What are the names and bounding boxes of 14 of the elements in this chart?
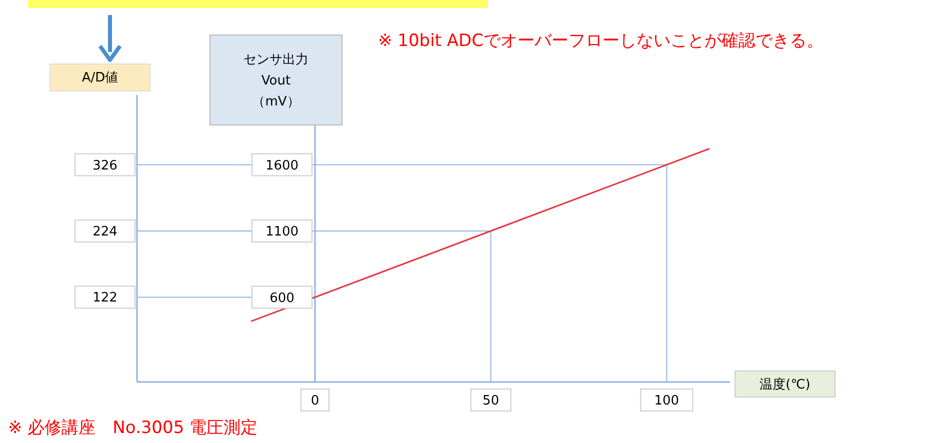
y2-tick-label: 122 xyxy=(92,290,118,306)
y2-tick-label: 326 xyxy=(92,158,118,174)
x-tick-label: 100 xyxy=(654,394,680,409)
y-tick-label: 1600 xyxy=(265,158,299,174)
y-tick-label: 600 xyxy=(270,290,294,306)
text: ※ 必修講座 No.3005 電圧測定 xyxy=(8,418,258,438)
text: ※ 10bit ADCでオーバーフローしないことが確認できる。 xyxy=(378,31,824,51)
y-axis-title: センサ出力 Vout （mV） xyxy=(244,52,308,110)
y-tick-label: 1100 xyxy=(265,224,299,240)
y2-tick-label: 224 xyxy=(92,224,118,240)
x-axis-title: 温度(℃) xyxy=(760,376,810,393)
x-tick-label: 50 xyxy=(482,394,500,409)
y2-axis-title: A/D値 xyxy=(82,70,118,86)
x-tick-label: 0 xyxy=(310,394,320,409)
